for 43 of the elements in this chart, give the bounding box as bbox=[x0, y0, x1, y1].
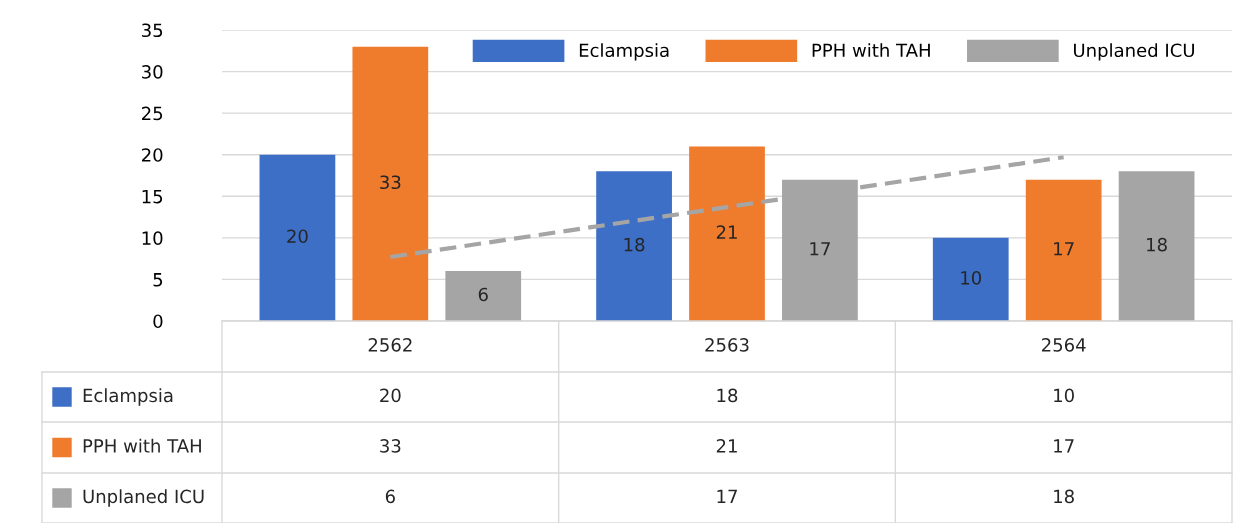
legend-label: Unplaned ICU bbox=[1074, 43, 1194, 61]
x-tick-label: 2564 bbox=[1042, 338, 1086, 352]
legend-label: PPH with TAH bbox=[812, 43, 930, 57]
y-tick-label: 35 bbox=[142, 23, 163, 38]
text: 17 bbox=[810, 242, 830, 256]
y-tick-label: 20 bbox=[142, 148, 163, 162]
data-label: 21 bbox=[716, 439, 737, 453]
y-tick-label: 0 bbox=[153, 314, 163, 329]
y-tick-label: 5 bbox=[153, 273, 163, 287]
data-label: 20 bbox=[380, 388, 401, 403]
bar bbox=[259, 154, 336, 321]
text: 21 bbox=[716, 225, 737, 239]
y-tick-label: 25 bbox=[142, 106, 163, 121]
y-tick-label: 15 bbox=[142, 189, 163, 204]
text: 17 bbox=[1054, 242, 1074, 256]
data-label: 6 bbox=[385, 489, 395, 504]
data-label: 33 bbox=[380, 439, 401, 453]
text: 18 bbox=[1147, 237, 1167, 252]
bar bbox=[932, 237, 1009, 321]
data-label: 18 bbox=[717, 388, 738, 403]
text: 33 bbox=[380, 175, 401, 190]
text: 18 bbox=[624, 237, 645, 252]
x-tick-label: 2563 bbox=[705, 338, 749, 352]
text: PPH with TAH bbox=[83, 438, 201, 453]
y-tick-label: 30 bbox=[142, 65, 163, 79]
legend-label: Eclampsia bbox=[579, 43, 669, 61]
data-label: 10 bbox=[1054, 388, 1074, 403]
data-label: 17 bbox=[717, 489, 737, 503]
data-label: 18 bbox=[1054, 489, 1074, 504]
bar bbox=[445, 271, 522, 321]
data-label: 17 bbox=[1054, 439, 1074, 453]
text: 6 bbox=[478, 287, 488, 302]
bar bbox=[352, 46, 429, 321]
x-tick-label: 2562 bbox=[368, 338, 412, 352]
y-tick-label: 10 bbox=[142, 231, 163, 245]
text: Eclampsia bbox=[83, 388, 173, 406]
bar bbox=[1025, 179, 1102, 321]
bar bbox=[689, 146, 765, 321]
text: 10 bbox=[961, 271, 982, 285]
text: 20 bbox=[287, 229, 308, 244]
bar bbox=[1118, 171, 1195, 321]
bar bbox=[596, 171, 672, 321]
text: Unplaned ICU bbox=[83, 489, 204, 507]
